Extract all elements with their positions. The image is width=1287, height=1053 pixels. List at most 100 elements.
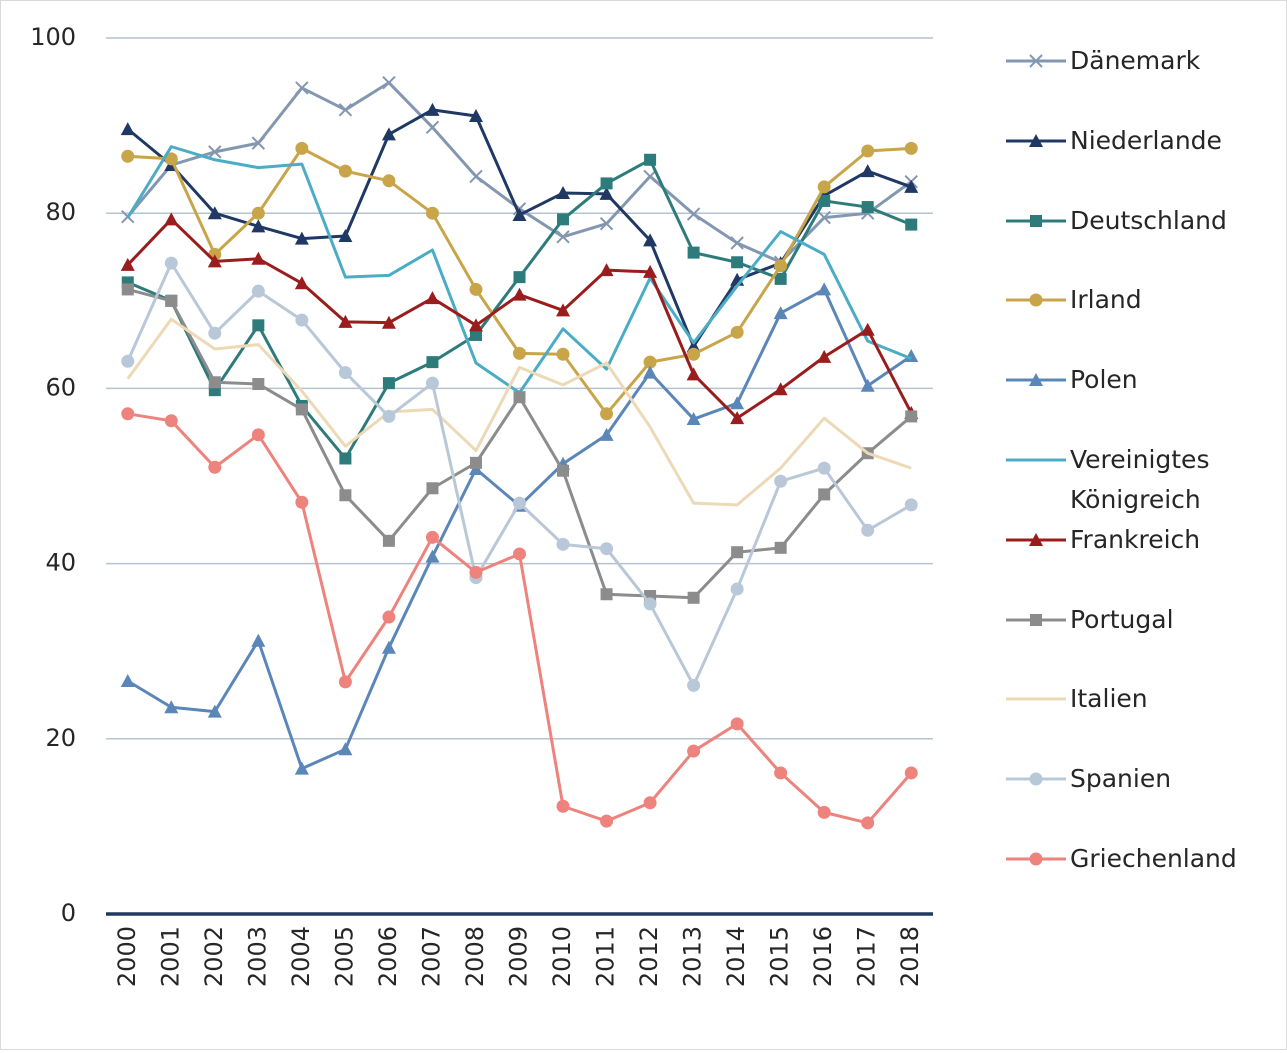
point bbox=[295, 81, 309, 95]
legend-label: Frankreich bbox=[1070, 524, 1201, 554]
y-tick-label: 40 bbox=[45, 549, 76, 577]
point bbox=[1029, 852, 1043, 866]
point bbox=[338, 103, 353, 117]
x-tick-label: 2006 bbox=[374, 926, 402, 987]
y-tick-label: 0 bbox=[61, 899, 76, 927]
point bbox=[251, 136, 266, 150]
point bbox=[252, 378, 265, 391]
point bbox=[817, 461, 831, 475]
point bbox=[469, 169, 483, 184]
x-tick-label: 2016 bbox=[809, 926, 837, 987]
legend-item: Irland bbox=[1004, 280, 1270, 320]
point bbox=[687, 347, 701, 361]
point bbox=[730, 411, 745, 425]
point bbox=[643, 355, 657, 369]
legend-symbol bbox=[1006, 373, 1066, 387]
legend-symbol bbox=[1006, 214, 1066, 227]
point bbox=[208, 145, 222, 159]
series-line bbox=[126, 287, 913, 771]
legend-item: Portugal bbox=[1004, 600, 1270, 640]
point bbox=[425, 549, 440, 563]
point bbox=[861, 201, 874, 214]
x-tick-label: 2011 bbox=[592, 926, 620, 987]
point bbox=[904, 766, 918, 780]
point bbox=[469, 565, 483, 579]
point bbox=[294, 761, 309, 775]
series-line bbox=[126, 81, 913, 264]
point bbox=[468, 108, 483, 122]
point bbox=[207, 254, 222, 268]
point bbox=[600, 814, 614, 828]
point bbox=[774, 541, 787, 554]
legend-label: Vereinigtes Königreich bbox=[1070, 445, 1210, 514]
point bbox=[164, 152, 178, 166]
x-tick-label: 2018 bbox=[896, 926, 924, 987]
point bbox=[120, 122, 135, 136]
point bbox=[208, 326, 222, 340]
point bbox=[339, 489, 352, 502]
point bbox=[251, 284, 265, 298]
legend-item: Niederlande bbox=[1004, 121, 1270, 161]
point bbox=[339, 452, 352, 465]
point bbox=[164, 700, 179, 714]
point bbox=[208, 460, 222, 474]
point bbox=[251, 219, 266, 233]
point bbox=[164, 212, 179, 226]
point bbox=[338, 164, 352, 178]
point bbox=[425, 102, 440, 116]
point bbox=[731, 546, 744, 559]
point bbox=[513, 391, 526, 404]
point bbox=[817, 180, 831, 194]
point bbox=[773, 306, 788, 320]
point bbox=[512, 207, 527, 221]
point bbox=[1029, 532, 1043, 546]
point bbox=[469, 328, 482, 341]
legend-symbol bbox=[1006, 458, 1066, 462]
point bbox=[774, 474, 788, 488]
point bbox=[382, 174, 396, 188]
point bbox=[121, 283, 134, 296]
point bbox=[817, 805, 831, 819]
point bbox=[556, 230, 570, 244]
point bbox=[252, 319, 265, 332]
legend-label: Griechenland bbox=[1070, 844, 1237, 873]
point bbox=[557, 213, 570, 226]
legend-label: Niederlande bbox=[1070, 125, 1222, 155]
point bbox=[382, 409, 396, 423]
point bbox=[860, 378, 875, 392]
point bbox=[513, 346, 526, 360]
legend-label: Deutschland bbox=[1070, 205, 1227, 235]
point bbox=[207, 206, 222, 220]
point bbox=[905, 218, 918, 231]
point bbox=[600, 177, 613, 190]
point bbox=[251, 633, 266, 647]
point bbox=[469, 456, 482, 469]
point bbox=[121, 407, 135, 421]
legend-label: Irland bbox=[1070, 285, 1142, 315]
point bbox=[817, 349, 832, 363]
point bbox=[1029, 293, 1043, 307]
point bbox=[382, 377, 395, 390]
point bbox=[643, 796, 657, 810]
point bbox=[382, 75, 396, 90]
series-line bbox=[127, 158, 912, 460]
point bbox=[686, 412, 701, 426]
legend-symbol bbox=[1006, 532, 1066, 546]
point bbox=[556, 537, 570, 551]
point bbox=[208, 376, 221, 389]
point bbox=[774, 259, 788, 273]
x-tick-label: 2000 bbox=[113, 926, 141, 987]
legend-item: Deutschland bbox=[1004, 201, 1270, 241]
point bbox=[120, 673, 135, 687]
x-tick-label: 2007 bbox=[417, 926, 445, 987]
series-line bbox=[126, 317, 912, 507]
point bbox=[687, 678, 701, 692]
point bbox=[295, 403, 308, 416]
legend-label: Italien bbox=[1070, 684, 1148, 714]
point bbox=[338, 314, 353, 328]
point bbox=[513, 496, 526, 510]
point bbox=[512, 287, 527, 301]
x-tick-label: 2015 bbox=[766, 926, 794, 987]
x-tick-label: 2002 bbox=[200, 926, 228, 987]
legend-symbol bbox=[1006, 133, 1066, 147]
